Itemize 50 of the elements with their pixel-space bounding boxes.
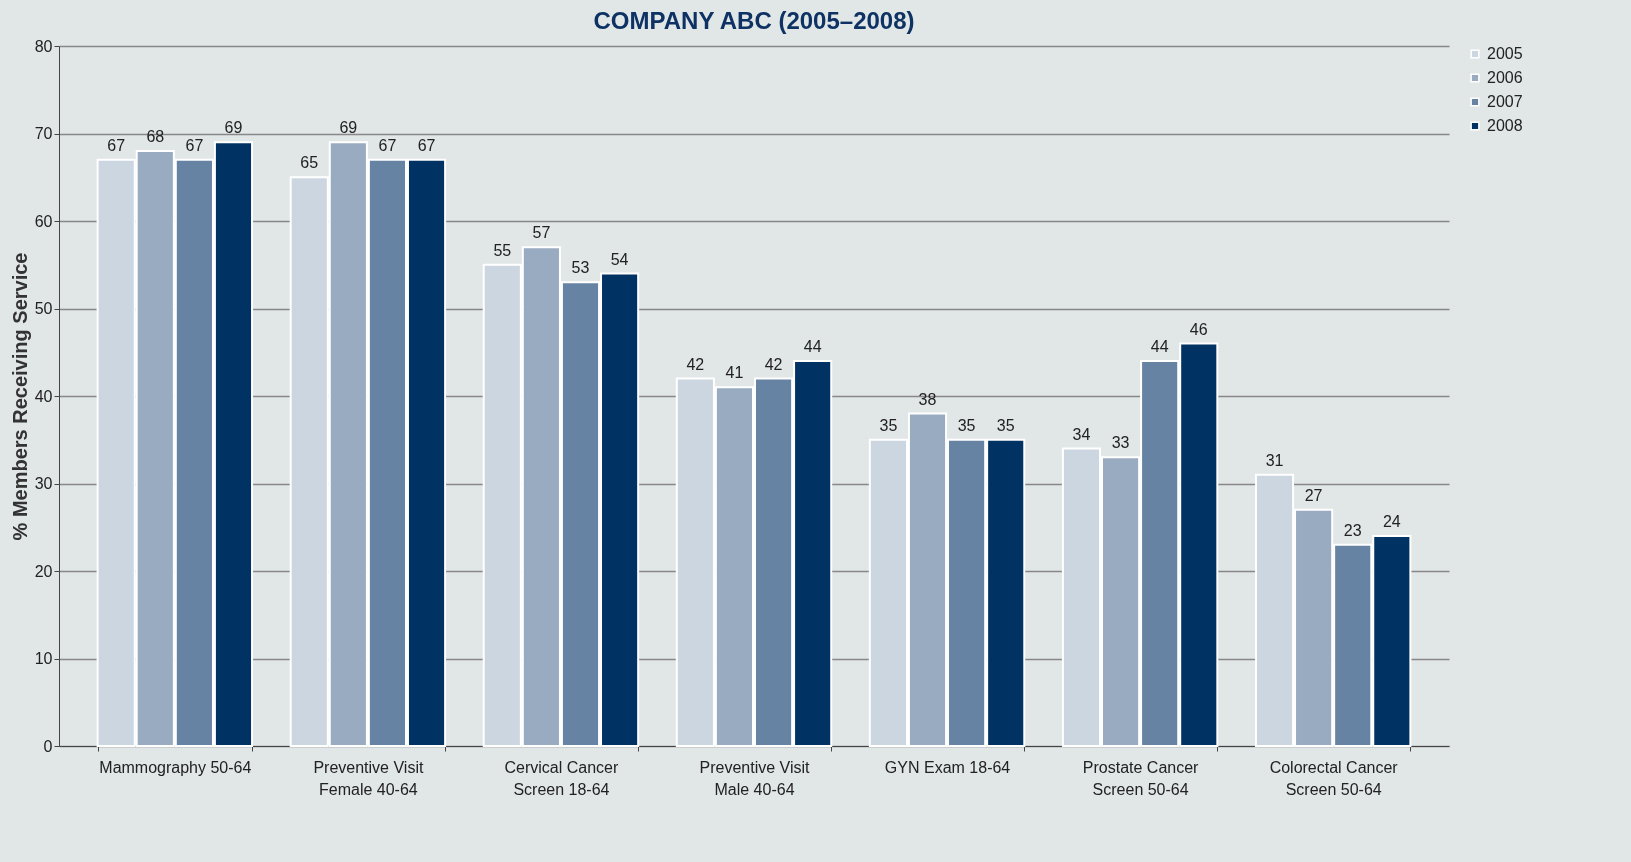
y-axis-title: % Members Receiving Service [8, 252, 31, 541]
legend-label: 2007 [1487, 93, 1523, 110]
data-label: 31 [1265, 451, 1284, 469]
y-tick-label: 60 [34, 212, 53, 230]
y-tick-label: 30 [34, 475, 53, 492]
data-label: 53 [571, 259, 590, 277]
x-tick-label: Mammography 50-64 [99, 758, 252, 776]
data-label: 42 [686, 355, 705, 373]
data-label: 67 [107, 136, 126, 154]
data-label: 69 [224, 119, 243, 137]
y-tick-label: 20 [34, 562, 53, 580]
legend-label: 2006 [1487, 69, 1523, 86]
data-label: 24 [1382, 513, 1401, 530]
y-tick-label: 50 [34, 300, 53, 317]
x-tick-label: Preventive Visit Female 40-64 [313, 758, 424, 798]
data-label: 44 [803, 338, 822, 355]
data-label: 35 [957, 416, 976, 434]
data-label: 68 [146, 128, 165, 145]
x-tick-label: Preventive Visit Male 40-64 [699, 758, 811, 798]
legend-label: 2005 [1487, 45, 1523, 62]
x-tick-label: Colorectal Cancer Screen 50-64 [1269, 758, 1399, 798]
data-label: 44 [1150, 338, 1169, 355]
data-label: 55 [493, 241, 512, 259]
data-label: 38 [918, 390, 937, 408]
legend-label: 2008 [1487, 117, 1523, 134]
data-label: 33 [1111, 434, 1130, 452]
data-label: 67 [185, 136, 204, 154]
y-tick-label: 70 [34, 125, 53, 142]
y-tick-label: 0 [43, 737, 53, 755]
y-tick-label: 10 [34, 650, 53, 667]
data-label: 46 [1189, 320, 1208, 338]
x-tick-label: Cervical Cancer Screen 18-64 [504, 758, 620, 798]
data-label: 67 [417, 136, 436, 154]
y-tick-label: 40 [34, 387, 53, 405]
x-tick-label: GYN Exam 18-64 [884, 758, 1011, 776]
data-label: 35 [996, 416, 1015, 434]
data-label: 57 [532, 224, 551, 242]
data-label: 67 [378, 136, 397, 154]
data-label: 65 [300, 154, 319, 172]
data-label: 27 [1304, 486, 1323, 504]
data-label: 35 [879, 416, 898, 434]
data-label: 42 [764, 355, 783, 373]
x-tick-label: Prostate Cancer Screen 50-64 [1082, 758, 1200, 798]
data-label: 23 [1343, 521, 1362, 539]
chart-title: COMPANY ABC (2005–2008) [593, 7, 915, 34]
data-label: 69 [339, 119, 358, 137]
data-label: 41 [725, 364, 744, 382]
y-tick-label: 80 [34, 37, 53, 55]
data-label: 34 [1072, 425, 1091, 443]
data-label: 54 [610, 250, 629, 268]
